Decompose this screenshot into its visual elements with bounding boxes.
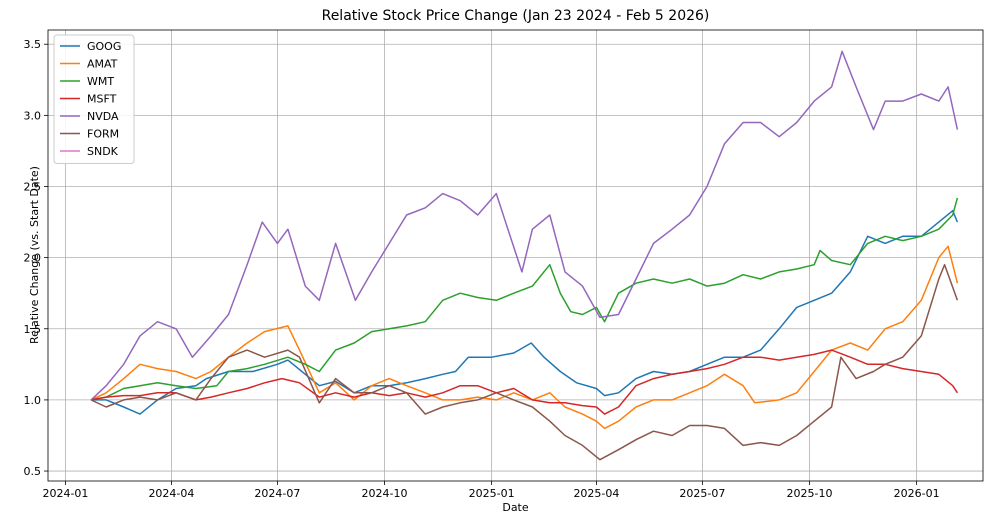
series-lines xyxy=(90,50,959,461)
series-line-form xyxy=(90,263,959,461)
axes: 0.5 1.0 1.5 2.0 2.5 3.0 3.5 2024-01 2024-04 2024-… xyxy=(24,38,940,500)
legend: GOOG AMAT WMT MSFT NVDA FORM SNDK xyxy=(53,34,135,164)
legend-label-goog: GOOG xyxy=(87,40,121,53)
x-tick-label: 2024-10 xyxy=(362,487,408,500)
y-tick-label: 1.5 xyxy=(24,323,42,336)
x-tick-label: 2025-04 xyxy=(573,487,619,500)
y-tick-label: 2.0 xyxy=(24,252,42,265)
y-tick-label: 3.5 xyxy=(24,38,42,51)
y-tick-label: 1.0 xyxy=(24,394,42,407)
legend-label-wmt: WMT xyxy=(87,75,114,88)
plot-frame xyxy=(47,29,984,482)
y-tick-label: 0.5 xyxy=(24,465,42,478)
x-tick-label: 2026-01 xyxy=(894,487,940,500)
x-tick-label: 2024-04 xyxy=(148,487,194,500)
y-tick-label: 2.5 xyxy=(24,180,42,193)
chart-title: Relative Stock Price Change (Jan 23 2024… xyxy=(322,8,710,24)
series-line-msft xyxy=(90,349,959,415)
series-line-nvda xyxy=(90,50,959,401)
y-tick-label: 3.0 xyxy=(24,109,42,122)
x-tick-label: 2024-01 xyxy=(42,487,88,500)
series-line-amat xyxy=(90,245,959,430)
series-line-wmt xyxy=(90,197,959,401)
legend-label-form: FORM xyxy=(87,128,119,141)
x-tick-label: 2024-07 xyxy=(254,487,300,500)
y-axis-label: Relative Change (vs. Start Date) xyxy=(28,166,41,344)
legend-box xyxy=(53,34,135,164)
x-axis-label: Date xyxy=(502,501,529,514)
legend-label-msft: MSFT xyxy=(87,93,117,106)
legend-label-sndk: SNDK xyxy=(87,145,119,158)
x-tick-label: 2025-01 xyxy=(469,487,515,500)
series-line-goog xyxy=(91,209,959,415)
x-tick-label: 2025-10 xyxy=(787,487,833,500)
legend-label-nvda: NVDA xyxy=(87,110,119,123)
x-tick-label: 2025-07 xyxy=(679,487,725,500)
legend-label-amat: AMAT xyxy=(87,58,118,71)
grid xyxy=(48,30,983,481)
